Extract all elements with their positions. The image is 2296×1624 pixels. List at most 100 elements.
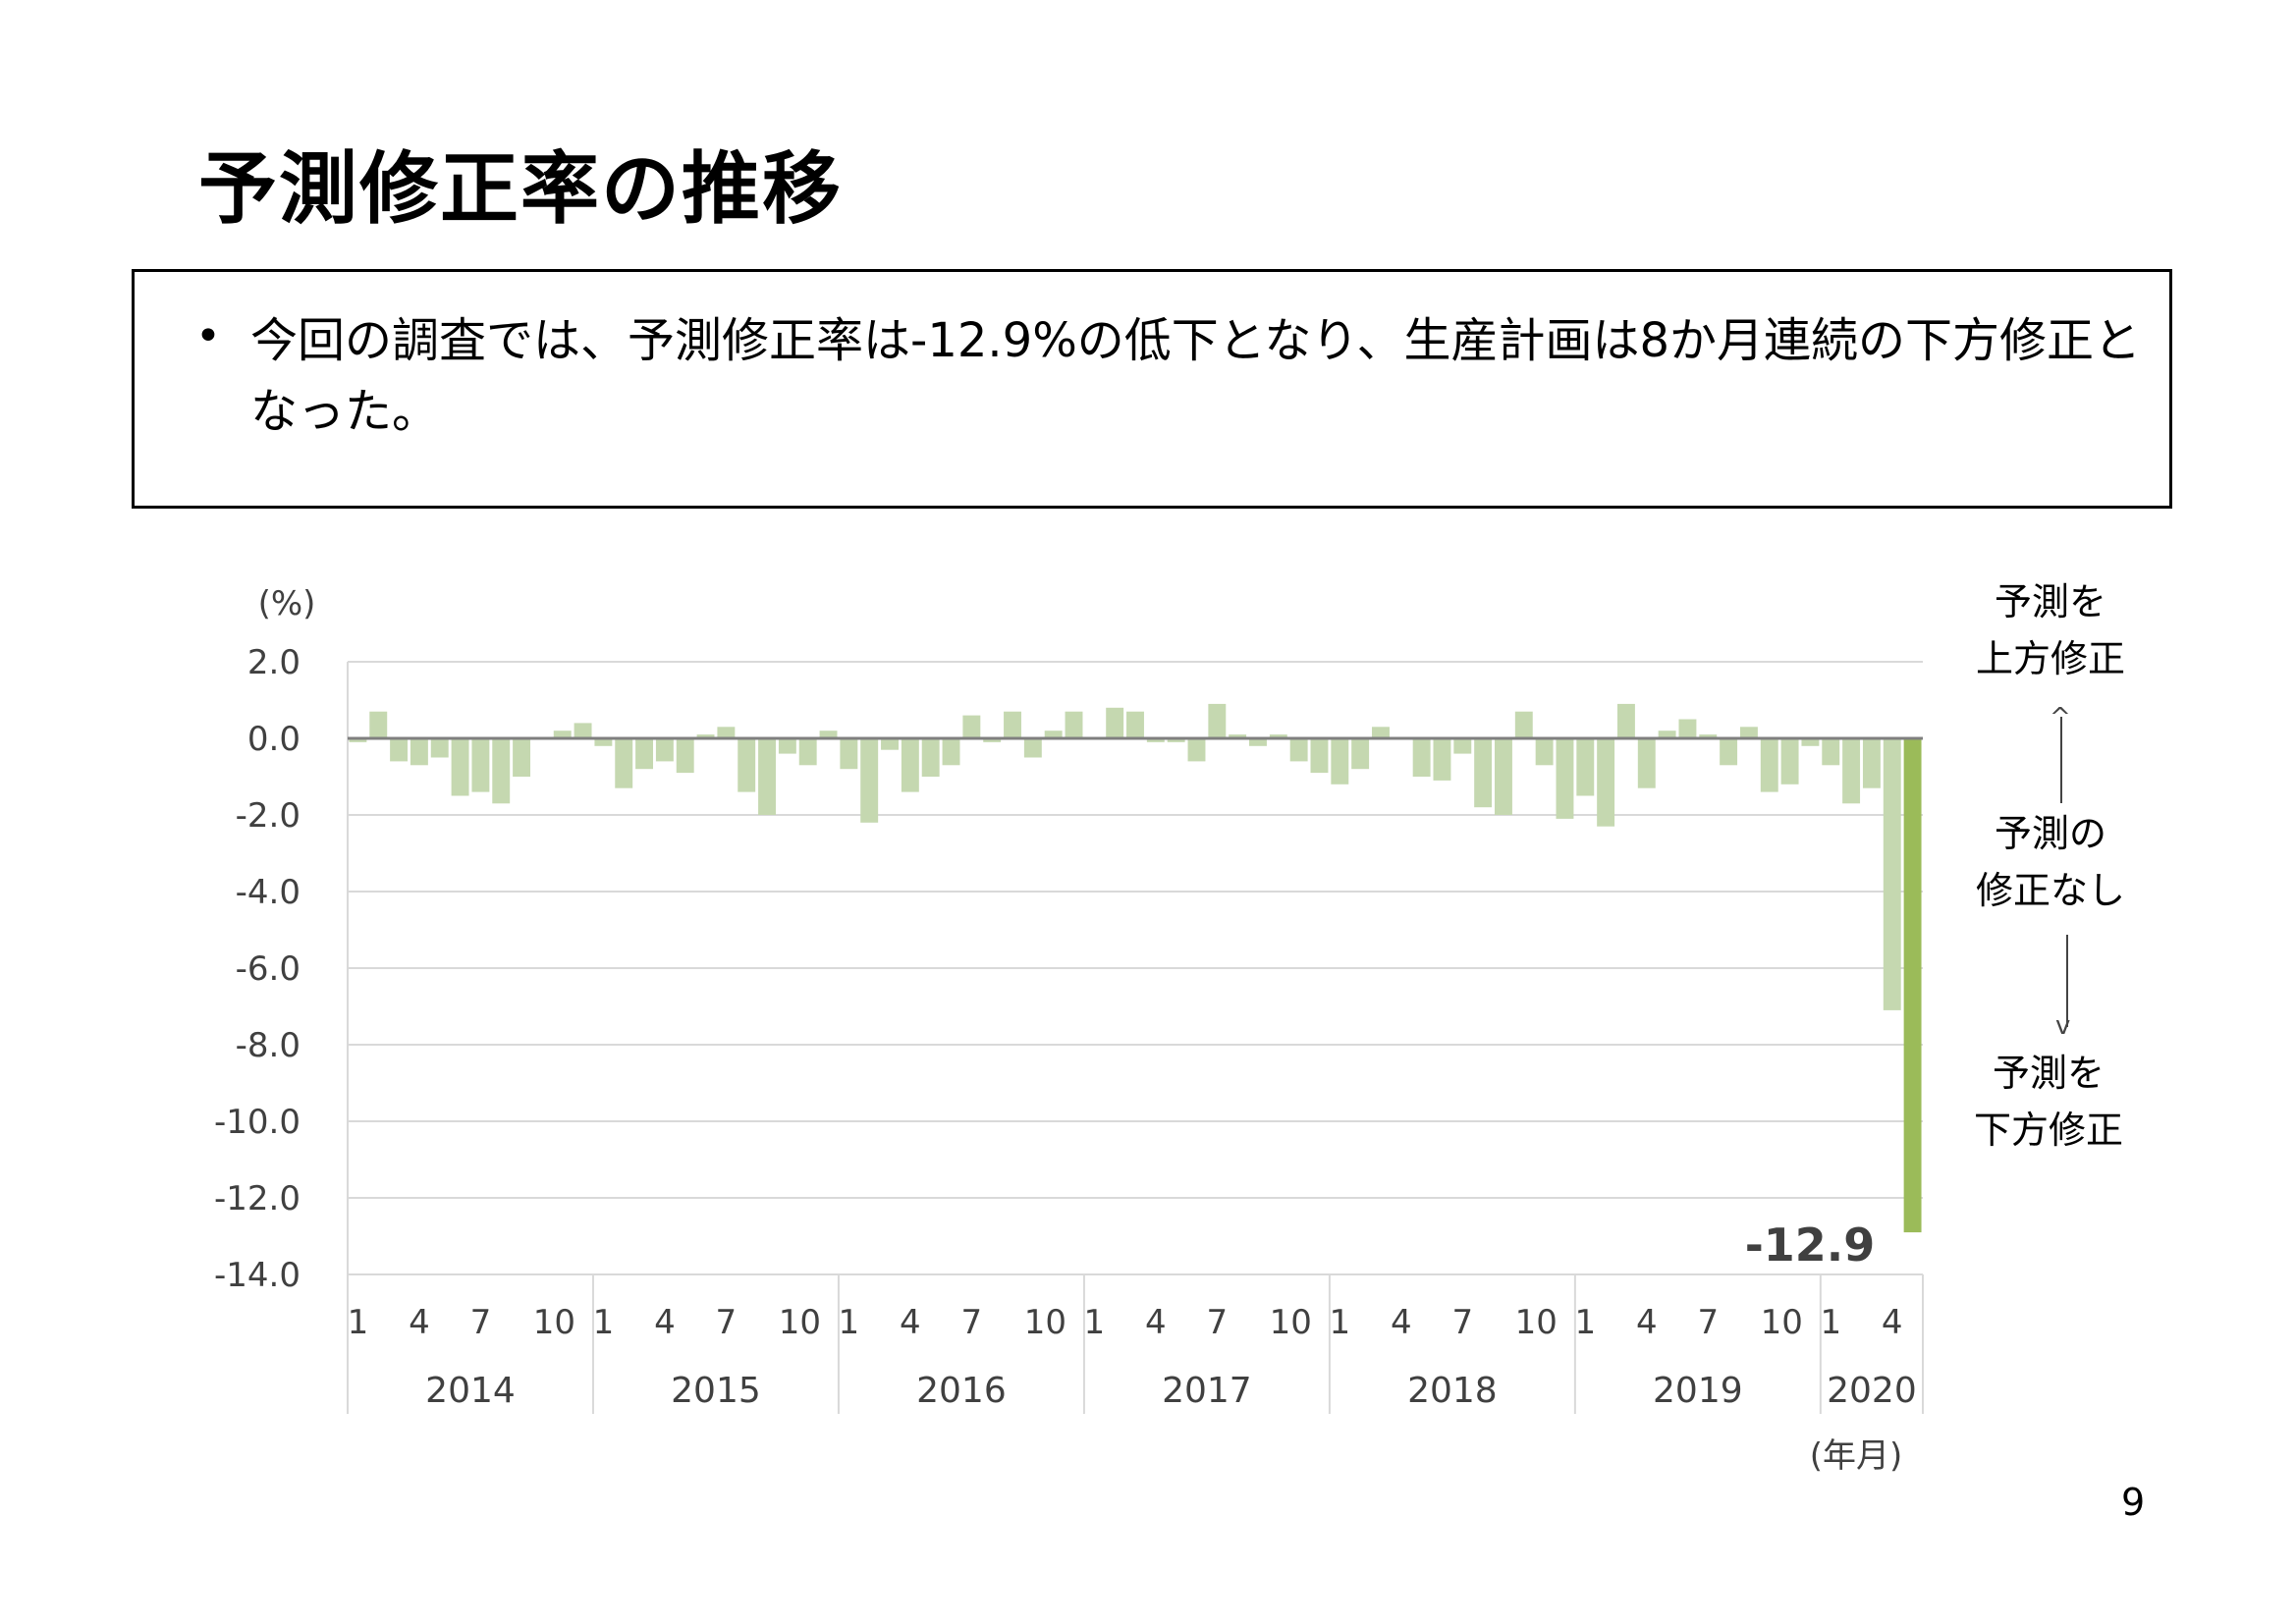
bar bbox=[635, 738, 654, 770]
bar bbox=[471, 738, 490, 792]
x-month-tick-label: 1 bbox=[348, 1303, 369, 1342]
bar bbox=[962, 715, 981, 738]
x-year-label: 2018 bbox=[1407, 1371, 1498, 1411]
bar bbox=[860, 738, 879, 823]
bar bbox=[594, 738, 613, 746]
summary-box: • 今回の調査では、予測修正率は-12.9%の低下となり、生産計画は8か月連続の… bbox=[132, 269, 2172, 509]
bar bbox=[655, 738, 674, 762]
y-tick-label: -6.0 bbox=[236, 949, 301, 989]
x-month-tick-label: 10 bbox=[779, 1303, 821, 1342]
bar bbox=[1495, 738, 1512, 815]
bar bbox=[696, 734, 715, 738]
x-month-tick-label: 1 bbox=[1084, 1303, 1106, 1342]
bar bbox=[1637, 738, 1656, 788]
x-month-tick-label: 7 bbox=[470, 1303, 492, 1342]
bar bbox=[1167, 738, 1185, 742]
x-month-tick-label: 1 bbox=[1574, 1303, 1596, 1342]
bar bbox=[901, 738, 919, 792]
x-month-tick-label: 7 bbox=[1697, 1303, 1719, 1342]
x-month-tick-label: 1 bbox=[1820, 1303, 1841, 1342]
bar bbox=[738, 738, 756, 792]
page-title: 予測修正率の推移 bbox=[198, 143, 843, 235]
y-tick-label: -4.0 bbox=[236, 873, 301, 912]
bar bbox=[492, 738, 511, 804]
bar bbox=[1535, 738, 1554, 766]
bar bbox=[1678, 719, 1697, 738]
x-month-tick-label: 10 bbox=[1024, 1303, 1066, 1342]
x-year-label: 2017 bbox=[1162, 1371, 1252, 1411]
bar bbox=[1187, 738, 1206, 762]
x-axis-label: (年月) bbox=[1810, 1436, 1903, 1476]
bar bbox=[1372, 727, 1390, 738]
bar bbox=[983, 738, 1002, 742]
x-month-tick-label: 4 bbox=[1882, 1303, 1903, 1342]
summary-text: 今回の調査では、予測修正率は-12.9%の低下となり、生産計画は8か月連続の下方… bbox=[250, 313, 2141, 439]
highlight-data-label: -12.9 bbox=[1745, 1218, 1876, 1272]
x-month-tick-label: 10 bbox=[1270, 1303, 1312, 1342]
x-month-tick-label: 4 bbox=[409, 1303, 430, 1342]
bar bbox=[840, 738, 858, 770]
bar bbox=[1229, 734, 1247, 738]
y-tick-label: -10.0 bbox=[214, 1103, 301, 1142]
x-month-tick-label: 1 bbox=[839, 1303, 860, 1342]
downward-revision-label: 予測を 下方修正 bbox=[1973, 1052, 2123, 1152]
upward-revision-label: 予測を 上方修正 bbox=[1975, 580, 2125, 680]
bar bbox=[717, 727, 736, 738]
bar-highlight bbox=[1903, 738, 1922, 1233]
bar bbox=[881, 738, 899, 750]
bar bbox=[1801, 738, 1820, 746]
bar bbox=[1146, 738, 1165, 742]
no-revision-label: 予測の 修正なし bbox=[1975, 812, 2125, 912]
bar bbox=[1842, 738, 1861, 804]
y-tick-label: -2.0 bbox=[236, 796, 301, 836]
x-month-tick-label: 4 bbox=[654, 1303, 676, 1342]
bar bbox=[1249, 738, 1267, 746]
bar bbox=[369, 711, 388, 738]
x-month-tick-label: 7 bbox=[961, 1303, 983, 1342]
bar bbox=[819, 731, 838, 738]
x-year-label: 2015 bbox=[671, 1371, 761, 1411]
y-tick-label: 0.0 bbox=[247, 720, 301, 759]
x-month-tick-label: 4 bbox=[1391, 1303, 1412, 1342]
bar bbox=[1351, 738, 1370, 770]
x-year-label: 2020 bbox=[1827, 1371, 1917, 1411]
bar bbox=[921, 738, 940, 777]
y-tick-label: 2.0 bbox=[247, 643, 301, 682]
bar bbox=[1780, 738, 1799, 785]
x-month-tick-label: 7 bbox=[1451, 1303, 1473, 1342]
bar bbox=[1023, 738, 1042, 758]
bar bbox=[349, 738, 367, 742]
bar bbox=[1106, 707, 1124, 738]
bar bbox=[1208, 703, 1227, 738]
up-arrow-line bbox=[2060, 717, 2062, 803]
x-month-tick-label: 4 bbox=[1145, 1303, 1167, 1342]
axes: 2.00.0-2.0-4.0-6.0-8.0-10.0-12.0-14.01 4 7… bbox=[214, 643, 1923, 1411]
bar bbox=[1760, 738, 1778, 792]
bar bbox=[390, 738, 409, 762]
x-month-tick-label: 4 bbox=[900, 1303, 921, 1342]
bar bbox=[676, 738, 694, 774]
bar bbox=[798, 738, 817, 766]
bar bbox=[1453, 738, 1472, 754]
grid-lines bbox=[347, 661, 1924, 1414]
bar bbox=[1739, 727, 1758, 738]
y-tick-label: -12.0 bbox=[214, 1179, 301, 1218]
bar bbox=[1289, 738, 1308, 762]
down-arrow-line bbox=[2066, 935, 2068, 1027]
up-arrow-icon: ^ bbox=[2050, 703, 2071, 732]
bar bbox=[1474, 738, 1493, 808]
x-year-label: 2019 bbox=[1653, 1371, 1743, 1411]
bar bbox=[1822, 738, 1840, 766]
bullet-dot: • bbox=[195, 311, 221, 361]
bar bbox=[1576, 738, 1595, 796]
bar bbox=[1331, 738, 1349, 785]
bar bbox=[1862, 738, 1881, 788]
page-number: 9 bbox=[2121, 1481, 2146, 1524]
x-month-tick-label: 7 bbox=[716, 1303, 738, 1342]
bar bbox=[1720, 738, 1738, 766]
x-month-tick-label: 1 bbox=[593, 1303, 615, 1342]
bar bbox=[1126, 711, 1144, 738]
bar bbox=[1658, 731, 1676, 738]
bar bbox=[1699, 734, 1718, 738]
x-year-label: 2016 bbox=[916, 1371, 1007, 1411]
